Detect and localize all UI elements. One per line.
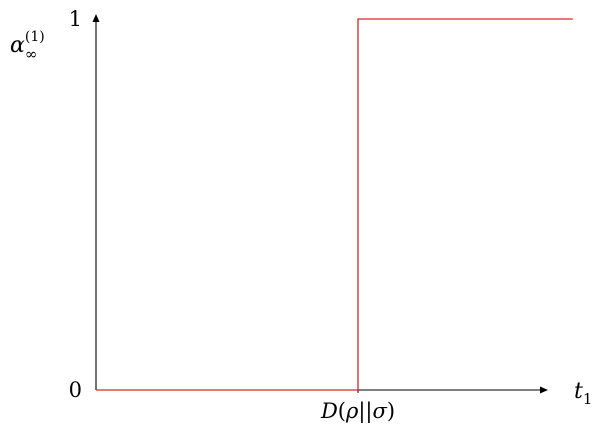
x-axis-label: t1: [574, 379, 592, 408]
x-axis-arrow: [540, 386, 548, 394]
x-ticks: D(ρ||σ): [320, 387, 395, 424]
y-axis-arrow: [92, 14, 100, 22]
y-tick-label: 0: [69, 378, 82, 402]
series-line: [96, 18, 573, 391]
y-axis-label: α(1) ∞: [10, 29, 45, 63]
y-ticks: 01: [69, 7, 82, 402]
series-group: [96, 18, 573, 391]
y-tick-label: 1: [69, 7, 82, 31]
x-tick-label: D(ρ||σ): [320, 399, 395, 424]
